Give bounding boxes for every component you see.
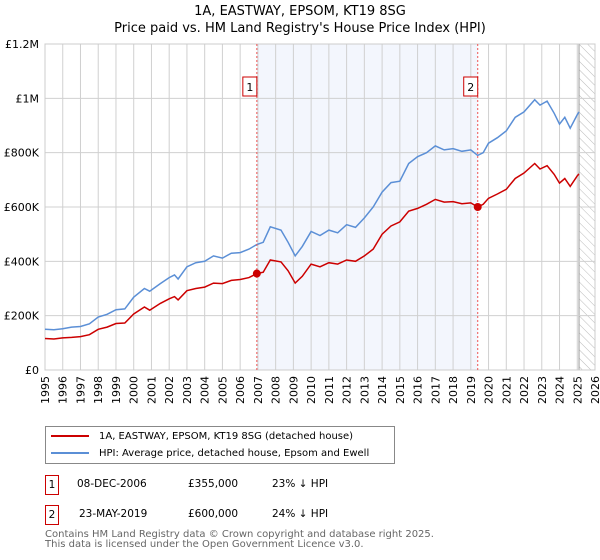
chart-title: 1A, EASTWAY, EPSOM, KT19 8SG: [194, 4, 406, 19]
hpi-line: [44, 98, 580, 331]
y-tick-label: £800K: [4, 147, 40, 160]
x-tick-label: 2022: [518, 376, 531, 404]
x-tick-label: 2011: [323, 376, 336, 404]
y-tick-label: £1M: [16, 92, 40, 105]
y-tick-label: £400K: [4, 255, 40, 268]
footer-line2: This data is licensed under the Open Gov…: [45, 539, 364, 550]
x-tick-label: 2016: [412, 376, 425, 404]
sale-badge: 1: [45, 475, 59, 495]
legend-label-property: 1A, EASTWAY, EPSOM, KT19 8SG (detached h…: [99, 430, 354, 442]
x-tick-label: 2021: [500, 376, 513, 404]
sale-price: £600,000: [188, 508, 239, 520]
sale-point: [473, 203, 482, 211]
x-tick-label: 1995: [39, 376, 52, 404]
x-tick-label: 2006: [234, 376, 247, 404]
x-tick-label: 1998: [92, 376, 105, 404]
x-tick-label: 2002: [163, 376, 176, 404]
price-chart: 1 2 1995 1996 1997 1998 1999 2000 2001 2002 2003 20…: [4, 38, 600, 404]
footer-line1: Contains HM Land Registry data © Crown c…: [45, 529, 434, 540]
plot-frame: [44, 43, 596, 371]
x-tick-label: 1997: [74, 376, 87, 404]
x-tick-label: 2000: [128, 376, 141, 404]
y-tick-label: £200K: [4, 310, 40, 323]
sale-price: £355,000: [188, 478, 239, 490]
sale-date: 23-MAY-2019: [79, 508, 148, 520]
x-tick-label: 2015: [394, 376, 407, 404]
y-tick-label: £0: [25, 364, 39, 377]
attribution: Contains HM Land Registry data © Crown c…: [45, 530, 434, 550]
x-tick-label: 2019: [465, 376, 478, 404]
sale-label-box: [463, 76, 479, 97]
sale-label: 1: [246, 81, 253, 94]
x-tick-label: 2017: [429, 376, 442, 404]
x-tick-label: 2025: [571, 376, 584, 404]
property-price-line: [44, 162, 580, 340]
x-tick-label: 2018: [447, 376, 460, 404]
x-tick-label: 2003: [181, 376, 194, 404]
legend-swatch-red: [51, 435, 89, 437]
x-tick-label: 2012: [341, 376, 354, 404]
x-tick-label: 2009: [287, 376, 300, 404]
sale-date: 08-DEC-2006: [77, 478, 147, 490]
y-tick-label: £1.2M: [5, 38, 39, 51]
x-tick-label: 2024: [554, 376, 567, 404]
y-tick-label: £600K: [4, 201, 40, 214]
x-tick-label: 2010: [305, 376, 318, 404]
x-tick-label: 1996: [57, 376, 70, 404]
legend-item-hpi: HPI: Average price, detached house, Epso…: [51, 445, 369, 461]
x-tick-label: 2007: [252, 376, 265, 404]
x-tick-label: 2004: [199, 376, 212, 404]
x-tick-label: 2008: [270, 376, 283, 404]
x-tick-label: 2026: [589, 376, 600, 404]
legend-label-hpi: HPI: Average price, detached house, Epso…: [99, 447, 370, 459]
legend-item-property: 1A, EASTWAY, EPSOM, KT19 8SG (detached h…: [51, 428, 353, 444]
sale-vs-hpi: 24% ↓ HPI: [272, 508, 329, 520]
x-tick-label: 1999: [110, 376, 123, 404]
sale-point: [252, 269, 261, 278]
chart-legend: 1A, EASTWAY, EPSOM, KT19 8SG (detached h…: [45, 426, 395, 464]
sale-label: 2: [467, 81, 474, 94]
chart-subtitle: Price paid vs. HM Land Registry's House …: [114, 21, 486, 36]
sale-vs-hpi: 23% ↓ HPI: [272, 478, 329, 490]
sale-badge: 2: [45, 505, 59, 525]
x-tick-label: 2013: [358, 376, 371, 404]
x-tick-label: 2020: [483, 376, 496, 404]
x-tick-label: 2005: [216, 376, 229, 404]
x-tick-label: 2001: [145, 376, 158, 404]
sale-label-box: [242, 76, 258, 97]
legend-swatch-blue: [51, 452, 89, 454]
x-tick-label: 2023: [536, 376, 549, 404]
x-tick-label: 2014: [376, 376, 389, 404]
